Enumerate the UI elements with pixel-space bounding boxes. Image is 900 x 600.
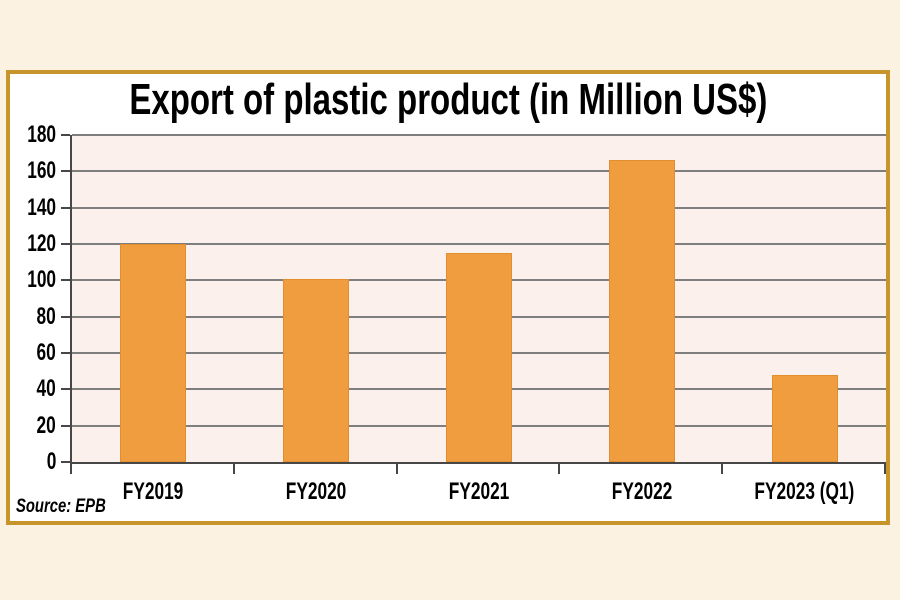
x-axis-tick-2 xyxy=(395,464,398,474)
y-axis-label-text: 180 xyxy=(27,121,56,148)
y-axis-tick-20 xyxy=(61,424,70,427)
x-axis-tick-4 xyxy=(721,464,724,474)
y-axis-label-text: 0 xyxy=(46,448,56,475)
y-axis-label-text: 40 xyxy=(36,375,56,403)
y-axis-tick-80 xyxy=(61,315,70,318)
x-axis-label-text: FY2019 xyxy=(123,478,184,505)
x-axis-label-5: FY2023 (Q1) xyxy=(723,478,886,506)
y-axis-label-text: 80 xyxy=(36,302,56,330)
source-note: Source: EPB xyxy=(16,496,131,518)
x-axis-label-text: FY2023 (Q1) xyxy=(754,478,855,505)
bar-fy2020 xyxy=(283,278,350,462)
y-axis-tick-160 xyxy=(61,170,70,173)
y-axis-tick-180 xyxy=(61,134,70,136)
y-axis-label-180: 180 xyxy=(10,122,56,148)
bar-fy2019 xyxy=(120,244,187,462)
x-axis-tick-5 xyxy=(884,464,886,474)
y-axis-label-text: 100 xyxy=(27,266,56,294)
chart-frame: Export of plastic product (in Million US… xyxy=(6,70,890,525)
bar-fy2022 xyxy=(608,160,675,462)
x-axis-tick-0 xyxy=(70,464,72,474)
x-axis-label-text: FY2021 xyxy=(448,478,510,505)
chart-title: Export of plastic product (in Million US… xyxy=(10,76,886,124)
gridline-140 xyxy=(72,206,886,209)
gridline-120 xyxy=(72,243,886,245)
y-axis-label-40: 40 xyxy=(10,376,56,402)
y-axis-label-text: 60 xyxy=(36,339,56,366)
chart-title-text: Export of plastic product (in Million US… xyxy=(128,75,768,124)
bar-fy2023-q1 xyxy=(771,374,838,462)
y-axis-label-20: 20 xyxy=(10,411,56,439)
gridline-160 xyxy=(72,170,886,173)
x-axis-label-4: FY2022 xyxy=(560,478,723,506)
x-axis-tick-3 xyxy=(558,464,561,474)
gridline-180 xyxy=(72,134,886,136)
y-axis-label-120: 120 xyxy=(10,231,56,257)
y-axis-tick-140 xyxy=(61,206,70,209)
y-axis-label-100: 100 xyxy=(10,267,56,293)
plot-area xyxy=(70,134,886,464)
x-axis-label-2: FY2020 xyxy=(235,478,398,506)
y-axis-tick-40 xyxy=(61,388,70,391)
x-axis-label-text: FY2020 xyxy=(285,478,347,505)
y-axis-tick-60 xyxy=(61,352,70,354)
y-axis-label-text: 120 xyxy=(27,230,56,257)
source-note-text: Source: EPB xyxy=(16,496,106,517)
x-axis-label-3: FY2021 xyxy=(398,478,561,506)
y-axis-label-text: 20 xyxy=(36,411,56,439)
x-axis-label-1: FY2019 xyxy=(72,478,235,506)
y-axis-label-text: 140 xyxy=(27,193,56,221)
bar-fy2021 xyxy=(446,253,512,462)
y-axis-label-60: 60 xyxy=(10,340,56,366)
y-axis-tick-0 xyxy=(61,461,70,463)
y-axis-label-80: 80 xyxy=(10,302,56,330)
x-axis-tick-1 xyxy=(232,464,235,474)
y-axis-label-0: 0 xyxy=(10,449,56,475)
y-axis-label-160: 160 xyxy=(10,158,56,184)
x-axis-label-text: FY2022 xyxy=(611,478,673,505)
y-axis-tick-100 xyxy=(61,279,70,282)
y-axis-tick-120 xyxy=(61,243,70,245)
y-axis-label-text: 160 xyxy=(27,157,56,185)
y-axis-label-140: 140 xyxy=(10,193,56,221)
